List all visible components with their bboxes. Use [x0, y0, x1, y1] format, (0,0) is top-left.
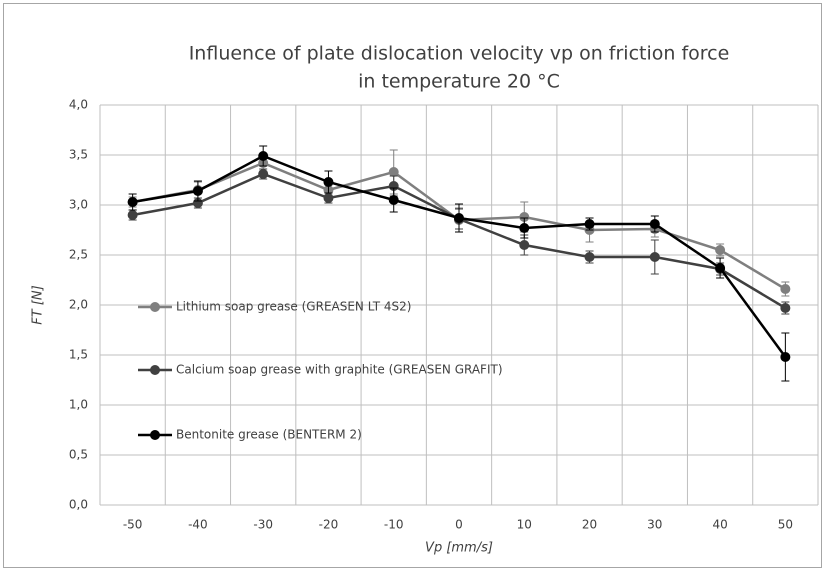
data-point [323, 177, 334, 187]
data-point [454, 213, 464, 223]
data-point [323, 193, 334, 203]
data-point [584, 219, 595, 229]
y-tick-label: 3,0 [69, 198, 88, 212]
legend-marker [150, 302, 160, 312]
data-point [649, 252, 660, 262]
y-tick-label: 4,0 [69, 98, 88, 112]
data-point [780, 303, 791, 313]
data-point [715, 263, 726, 273]
y-tick-label: 1,0 [69, 398, 88, 412]
y-tick-label: 2,5 [69, 248, 88, 262]
y-tick-label: 0,5 [69, 448, 88, 462]
x-tick-label: -10 [384, 518, 404, 532]
data-point [258, 151, 269, 161]
y-tick-label: 0,0 [69, 498, 88, 512]
data-point [780, 284, 791, 294]
x-tick-label: 40 [712, 518, 727, 532]
data-point [584, 252, 595, 262]
data-point [258, 169, 269, 179]
chart-title: Influence of plate dislocation velocity … [189, 43, 730, 65]
x-tick-label: 30 [647, 518, 662, 532]
data-point [388, 195, 399, 205]
data-point [519, 223, 530, 233]
y-axis-label: FT [N] [31, 285, 46, 324]
data-point [715, 245, 726, 255]
x-tick-label: -40 [188, 518, 208, 532]
x-tick-label: 20 [582, 518, 597, 532]
x-tick-label: 10 [517, 518, 532, 532]
data-point [649, 219, 660, 229]
data-point [519, 212, 530, 222]
y-tick-label: 3,5 [69, 148, 88, 162]
legend-marker [150, 365, 160, 375]
legend-label: Calcium soap grease with graphite (GREAS… [176, 363, 503, 377]
x-axis-label: Vp [mm/s] [425, 541, 493, 556]
x-tick-label: 0 [455, 518, 463, 532]
chart-subtitle: in temperature 20 °C [358, 71, 560, 93]
x-tick-label: -50 [123, 518, 143, 532]
x-tick-label: -20 [319, 518, 339, 532]
data-point [519, 240, 530, 250]
x-tick-label: 50 [778, 518, 793, 532]
legend-marker [150, 430, 160, 440]
data-point [127, 210, 138, 220]
data-point [192, 186, 203, 196]
legend-label: Bentonite grease (BENTERM 2) [176, 428, 362, 442]
y-tick-label: 1,5 [69, 348, 88, 362]
data-point [780, 352, 791, 362]
x-tick-label: -30 [253, 518, 273, 532]
data-point [388, 167, 399, 177]
y-tick-label: 2,0 [69, 298, 88, 312]
legend-label: Lithium soap grease (GREASEN LT 4S2) [176, 300, 411, 314]
chart-border [3, 3, 822, 568]
data-point [127, 197, 138, 207]
